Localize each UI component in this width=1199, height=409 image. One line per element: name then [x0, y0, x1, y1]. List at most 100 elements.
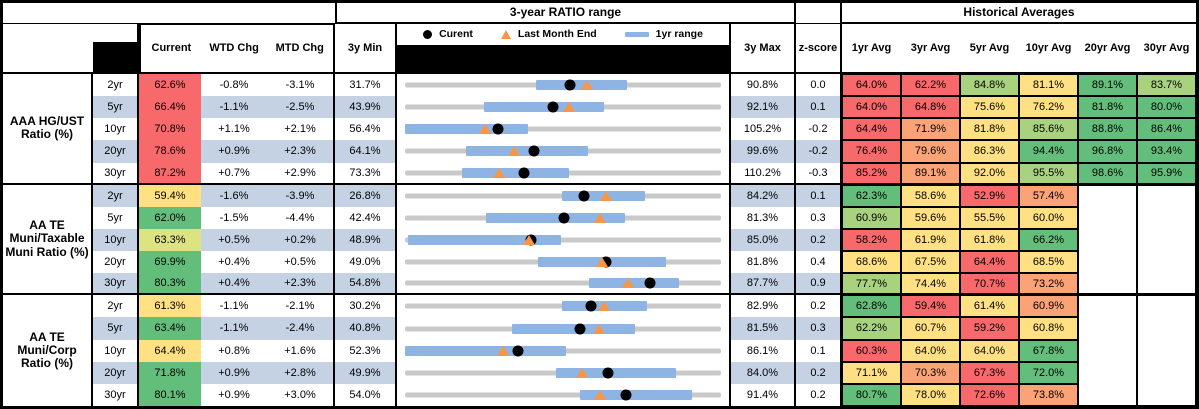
avg-blank-cell [1137, 184, 1196, 296]
1yr-range-bar [484, 102, 605, 113]
range-chart-cell [397, 118, 731, 141]
mtd-chg-cell: +0.2% [267, 228, 335, 252]
range-chart-cell [397, 228, 731, 252]
1yr-range-bar [405, 345, 566, 356]
3y-max-header: 3y Max [731, 24, 796, 74]
avg-cell: 64.0% [842, 96, 901, 119]
current-marker [512, 345, 524, 357]
blacked-out-box [93, 42, 137, 72]
tenor-cell: 2yr [93, 295, 139, 318]
zscore-cell: 0.2 [796, 228, 842, 252]
current-marker [528, 145, 540, 157]
avg-cell: 96.8% [1078, 140, 1137, 163]
current-marker [620, 389, 632, 401]
current-marker [492, 123, 504, 135]
range-chart-cell [397, 140, 731, 163]
hist-group-title: Historical Averages [842, 3, 1196, 24]
current-cell: 63.4% [139, 317, 201, 340]
tenor-cell: 2yr [93, 184, 139, 207]
range-min-cell: 54.8% [335, 273, 397, 296]
mtd-chg-cell: -2.4% [267, 317, 335, 340]
wtd-chg-header: WTD Chg [209, 42, 259, 55]
avg-cell: 55.5% [960, 206, 1019, 229]
label-header-spacer [3, 24, 93, 74]
legend-lme-label: Last Month End [517, 27, 597, 40]
zscore-cell: -0.3 [796, 162, 842, 185]
range-track [405, 207, 721, 229]
current-marker [602, 367, 614, 379]
1yr-range-bar [405, 124, 529, 135]
zscore-cell: -0.2 [796, 140, 842, 163]
wtd-chg-cell: +1.1% [218, 123, 250, 136]
range-track [405, 273, 721, 293]
avg-cell: 60.9% [842, 206, 901, 229]
wtd-chg-cell: -1.6% [201, 184, 267, 207]
avg-cell: 89.1% [901, 162, 960, 185]
last-month-end-marker [593, 212, 606, 223]
range-track [405, 185, 721, 207]
avg-cell: 57.4% [1019, 184, 1078, 207]
range-max-cell: 82.9% [731, 295, 796, 318]
avg-cell: 64.0% [842, 74, 901, 97]
range-max-cell: 85.0% [731, 228, 796, 252]
range-max-cell: 87.7% [731, 273, 796, 296]
avg-cell: 60.0% [1019, 206, 1078, 229]
avg-cell: 73.2% [1019, 273, 1078, 296]
current-cell: 87.2% [139, 162, 201, 185]
mtd-chg-cell: +2.8% [267, 361, 335, 384]
tenor-cell: 30yr [93, 383, 139, 406]
range-min-cell: 40.8% [335, 317, 397, 340]
range-track [405, 163, 721, 183]
avg-cell: 61.4% [960, 295, 1019, 318]
range-min-cell: 64.1% [335, 140, 397, 163]
range-max-cell: 92.1% [731, 96, 796, 119]
tenor-cell: 10yr [93, 228, 139, 252]
range-track [405, 317, 721, 339]
current-cell: 59.4% [139, 184, 201, 207]
zscore-cell: 0.0 [796, 74, 842, 97]
range-track [405, 251, 721, 273]
range-track [405, 74, 721, 96]
current-cell: 63.3% [139, 228, 201, 252]
avg-cell: 81.1% [1019, 74, 1078, 97]
range-chart-cell [397, 251, 731, 274]
wtd-chg-cell: +0.5% [201, 228, 267, 252]
wtd-chg-cell: -1.1% [219, 300, 249, 313]
last-month-end-marker [507, 146, 520, 157]
range-min-cell: 54.0% [335, 383, 397, 406]
avg-cell: 62.3% [842, 184, 901, 207]
range-min-cell: 48.9% [335, 228, 397, 252]
mtd-chg-cell: +3.0% [267, 383, 335, 406]
current-marker [578, 190, 590, 202]
avg-cell: 80.7% [842, 383, 901, 406]
range-max-cell: 81.8% [731, 251, 796, 274]
last-month-end-marker [493, 167, 506, 178]
wtd-chg-cell: +0.8% [218, 344, 250, 357]
avg-cell: 60.3% [842, 339, 901, 362]
3y-range-line [405, 392, 721, 398]
avg-cell: 74.4% [901, 273, 960, 296]
avg-header-10yr: 10yr Avg [1019, 24, 1078, 74]
current-cell: 78.6% [139, 140, 201, 163]
range-track [405, 96, 721, 118]
avg-cell: 67.5% [901, 251, 960, 274]
current-cell: 62.0% [139, 206, 201, 229]
current-marker [564, 79, 576, 91]
avg-cell: 73.8% [1019, 383, 1078, 406]
range-chart-cell [397, 96, 731, 119]
avg-cell: 62.2% [842, 317, 901, 340]
range-chart-cell [397, 206, 731, 229]
avg-cell: 80.0% [1137, 96, 1196, 119]
range-chart-cell [397, 273, 731, 296]
avg-cell: 94.4% [1019, 140, 1078, 163]
zscore-cell: 0.9 [796, 273, 842, 296]
last-month-end-marker [562, 102, 575, 113]
1yr-range-bar [407, 234, 561, 245]
zscore-cell: 0.2 [796, 383, 842, 406]
tenor-cell: 20yr [93, 251, 139, 274]
avg-cell: 58.2% [842, 228, 901, 252]
mtd-chg-header: MTD Chg [275, 42, 324, 55]
tenor-cell: 10yr [93, 339, 139, 362]
avg-cell: 71.1% [842, 361, 901, 384]
avg-cell: 66.2% [1019, 228, 1078, 252]
